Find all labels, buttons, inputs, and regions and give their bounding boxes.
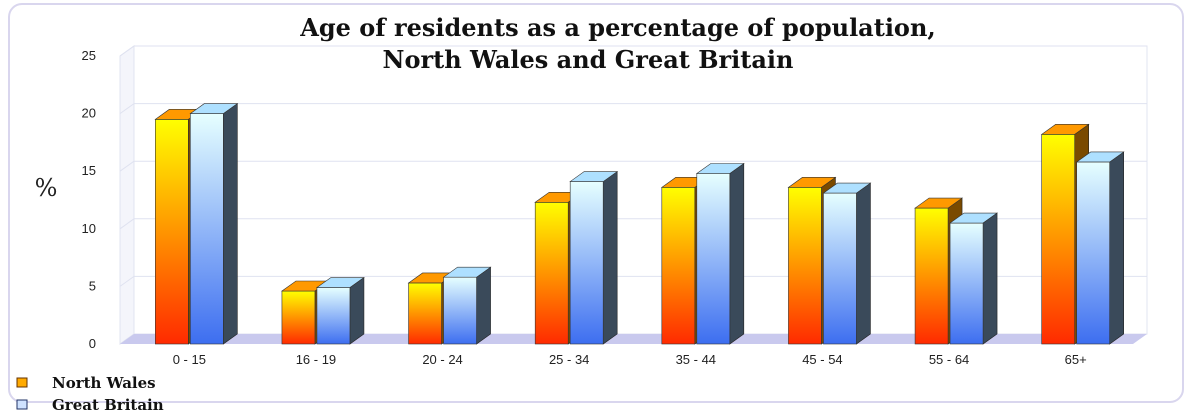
legend-swatch-north-wales — [16, 377, 28, 388]
y-tick-label: 15 — [82, 163, 96, 178]
legend-label-north-wales: North Wales — [52, 374, 156, 392]
y-tick-label: 10 — [82, 221, 96, 236]
legend-swatch-great-britain — [16, 399, 28, 410]
bar-great-britain-1 — [316, 276, 365, 345]
bar-great-britain-4 — [695, 162, 745, 345]
y-tick-label: 5 — [89, 278, 96, 293]
x-tick-label: 45 - 54 — [802, 352, 842, 367]
bar-great-britain-6 — [949, 212, 998, 345]
bar-great-britain-5 — [822, 182, 872, 345]
x-tick-label: 55 - 64 — [929, 352, 969, 367]
chart-title-line-2: North Wales and Great Britain — [383, 45, 794, 74]
x-axis-ticks: 0 - 15 16 - 19 20 - 24 25 - 34 35 - 44 45 - 5… — [173, 352, 1087, 367]
y-tick-label: 25 — [82, 48, 96, 63]
floor-plane — [120, 334, 1147, 344]
x-tick-label: 20 - 24 — [422, 352, 462, 367]
y-tick-label: 0 — [89, 336, 96, 351]
x-tick-label: 65+ — [1065, 352, 1087, 367]
bar-great-britain-7 — [1075, 151, 1125, 345]
bar-great-britain-0 — [189, 103, 239, 345]
chart-title-line-1: Age of residents as a percentage of popu… — [299, 13, 936, 42]
x-tick-label: 35 - 44 — [676, 352, 716, 367]
x-tick-label: 0 - 15 — [173, 352, 206, 367]
bars — [154, 103, 1125, 345]
legend: North Wales Great Britain — [16, 374, 164, 414]
bar-great-britain-3 — [569, 170, 619, 345]
x-tick-label: 16 - 19 — [296, 352, 336, 367]
y-tick-label: 20 — [82, 106, 96, 121]
bar-great-britain-2 — [442, 266, 492, 345]
legend-label-great-britain: Great Britain — [52, 396, 164, 414]
chart-floor — [120, 334, 1147, 344]
y-axis-ticks: 0 5 10 15 20 25 — [82, 48, 96, 351]
y-axis-label: % — [35, 174, 58, 202]
x-tick-label: 25 - 34 — [549, 352, 589, 367]
